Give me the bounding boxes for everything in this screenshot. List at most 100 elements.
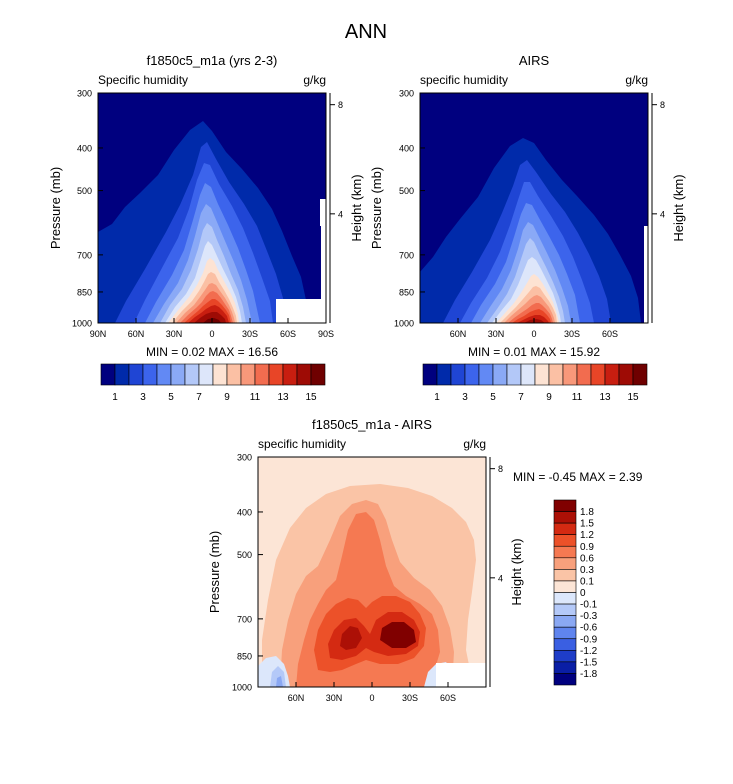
panel-title: f1850c5_m1a (yrs 2-3) xyxy=(147,53,278,68)
colorbar-swatch xyxy=(553,545,577,559)
y-tick-label: 400 xyxy=(77,143,92,153)
colorbar-swatch xyxy=(553,511,577,524)
colorbar-swatch xyxy=(128,363,144,386)
colorbar-label: 0.9 xyxy=(580,542,594,553)
colorbar-swatch xyxy=(184,363,200,386)
colorbar-swatch xyxy=(553,638,577,651)
units-label: g/kg xyxy=(303,73,326,87)
colorbar-swatch xyxy=(114,363,130,386)
colorbar-swatch xyxy=(618,363,634,386)
y-axis: 300 400 500 700 850 1000 xyxy=(394,89,425,329)
colorbar-swatch xyxy=(553,603,577,616)
colorbar-swatch xyxy=(576,363,592,386)
contour-level-1.8 xyxy=(340,626,362,650)
colorbar-swatch xyxy=(212,363,228,386)
x-tick-label: 60S xyxy=(280,329,296,339)
variable-label: Specific humidity xyxy=(98,73,188,87)
x-tick-label: 30S xyxy=(242,329,258,339)
colorbar-swatch xyxy=(156,363,172,386)
x-tick-label: 90N xyxy=(90,329,107,339)
height-axis-label: Height (km) xyxy=(349,174,364,241)
colorbar-swatch xyxy=(553,615,577,628)
colorbar-label: 1 xyxy=(434,392,440,403)
y-tick-label: 400 xyxy=(399,143,414,153)
colorbar-label: 0.3 xyxy=(580,565,594,576)
panel-obs: AIRS specific humidity g/kg 300 400 500 700… xyxy=(369,53,686,403)
colorbar-swatch xyxy=(422,363,438,386)
colorbar-label: 15 xyxy=(627,392,639,403)
colorbar-swatch xyxy=(492,363,508,386)
colorbar-swatch xyxy=(553,673,577,686)
height-axis: 84 xyxy=(329,93,343,323)
x-tick-label: 30S xyxy=(402,693,418,703)
colorbar-label: 9 xyxy=(224,392,230,403)
x-tick-label: 0 xyxy=(209,329,214,339)
colorbar-swatch xyxy=(450,363,466,386)
min-max-label: MIN = 0.02 MAX = 16.56 xyxy=(146,345,278,359)
y-axis-label: Pressure (mb) xyxy=(369,167,384,249)
x-axis: 60N 30N 0 30S 60S xyxy=(450,318,618,339)
y-tick-label: 1000 xyxy=(232,683,252,693)
missing-data-region xyxy=(320,199,326,226)
x-tick-label: 30N xyxy=(166,329,183,339)
y-tick-label: 500 xyxy=(237,550,252,560)
colorbar-swatch xyxy=(226,363,242,386)
colorbar: 1 3 5 7 9 11 13 15 xyxy=(422,363,648,403)
colorbar-swatch xyxy=(553,661,577,674)
colorbar-swatch xyxy=(520,363,536,386)
height-axis-label: Height (km) xyxy=(509,538,524,605)
height-tick-label: 8 xyxy=(338,100,343,110)
colorbar-label: 15 xyxy=(305,392,317,403)
x-tick-label: 30S xyxy=(564,329,580,339)
y-axis: 300 400 500 700 850 1000 xyxy=(232,453,263,693)
colorbar-label: 0.1 xyxy=(580,576,594,587)
height-tick-label: 8 xyxy=(498,464,503,474)
colorbar-swatch xyxy=(562,363,578,386)
colorbar-label: -1.5 xyxy=(580,657,598,668)
colorbar-label: 0 xyxy=(580,588,586,599)
colorbar-swatch xyxy=(553,569,577,582)
colorbar-swatch xyxy=(553,522,577,535)
colorbar: 1.81.51.20.90.60.30.10-0.1-0.3-0.6-0.9-1… xyxy=(553,499,598,686)
colorbar-label: 1 xyxy=(112,392,118,403)
colorbar-swatch xyxy=(553,580,577,593)
colorbar-swatch xyxy=(436,363,452,386)
colorbar-label: -1.2 xyxy=(580,646,598,657)
height-axis: 84 xyxy=(489,457,503,687)
colorbar-swatch xyxy=(478,363,494,386)
colorbar-swatch xyxy=(464,363,480,386)
missing-data-region xyxy=(644,226,648,323)
panel-model: f1850c5_m1a (yrs 2-3) Specific humidity … xyxy=(48,53,364,403)
colorbar-label: 7 xyxy=(196,392,202,403)
colorbar-label: -0.1 xyxy=(580,600,598,611)
variable-label: specific humidity xyxy=(258,437,346,451)
y-tick-label: 700 xyxy=(77,250,92,260)
y-tick-label: 700 xyxy=(237,614,252,624)
contour-field xyxy=(98,93,326,323)
colorbar-swatch xyxy=(553,499,577,512)
colorbar-swatch xyxy=(506,363,522,386)
colorbar-swatch xyxy=(553,650,577,663)
colorbar-swatch xyxy=(198,363,214,386)
colorbar-swatch xyxy=(590,363,606,386)
colorbar-label: -1.8 xyxy=(580,669,598,680)
y-tick-label: 850 xyxy=(399,287,414,297)
x-tick-label: 30N xyxy=(488,329,505,339)
y-tick-label: 500 xyxy=(77,186,92,196)
contour-field xyxy=(258,457,486,687)
min-max-label: MIN = -0.45 MAX = 2.39 xyxy=(513,470,643,484)
height-tick-label: 4 xyxy=(660,209,665,219)
colorbar-swatch xyxy=(310,363,326,386)
x-axis: 90N 60N 30N 0 30S 60S 90S xyxy=(90,318,334,339)
colorbar-swatch xyxy=(254,363,270,386)
y-tick-label: 300 xyxy=(399,89,414,99)
colorbar-label: 13 xyxy=(599,392,611,403)
colorbar-label: 5 xyxy=(490,392,496,403)
contour-level-neg-0.6 xyxy=(276,676,283,687)
height-tick-label: 4 xyxy=(338,209,343,219)
x-tick-label: 60S xyxy=(602,329,618,339)
colorbar-label: 11 xyxy=(250,392,261,403)
colorbar-swatch xyxy=(170,363,186,386)
colorbar-label: 7 xyxy=(518,392,524,403)
